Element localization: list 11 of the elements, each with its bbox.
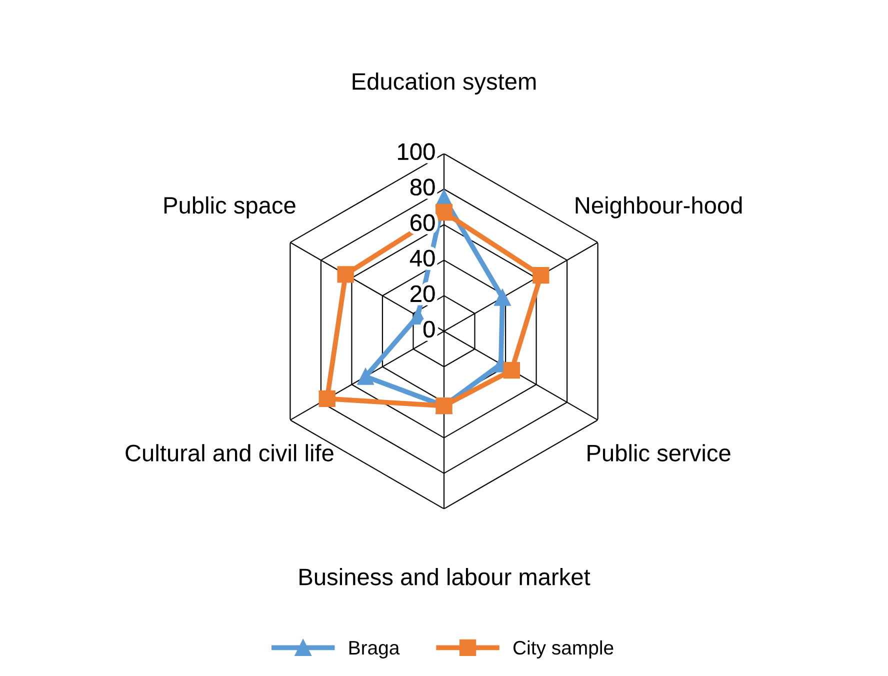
legend-label: Braga [349,641,400,658]
spoke-label: Neighbour-hood [576,196,742,218]
spoke-label: Business and labour market [300,568,590,586]
spoke-label: Public service [588,444,730,462]
y-tick-label: 100 [398,143,435,160]
y-tick-label: 80 [410,178,435,196]
legend-label: City sample [513,640,614,658]
spoke-label: Public space [164,196,296,218]
y-tick-label: 0 [423,320,435,338]
spoke-label: Cultural and civil life [126,444,334,462]
spoke-label: Education system [352,72,536,95]
